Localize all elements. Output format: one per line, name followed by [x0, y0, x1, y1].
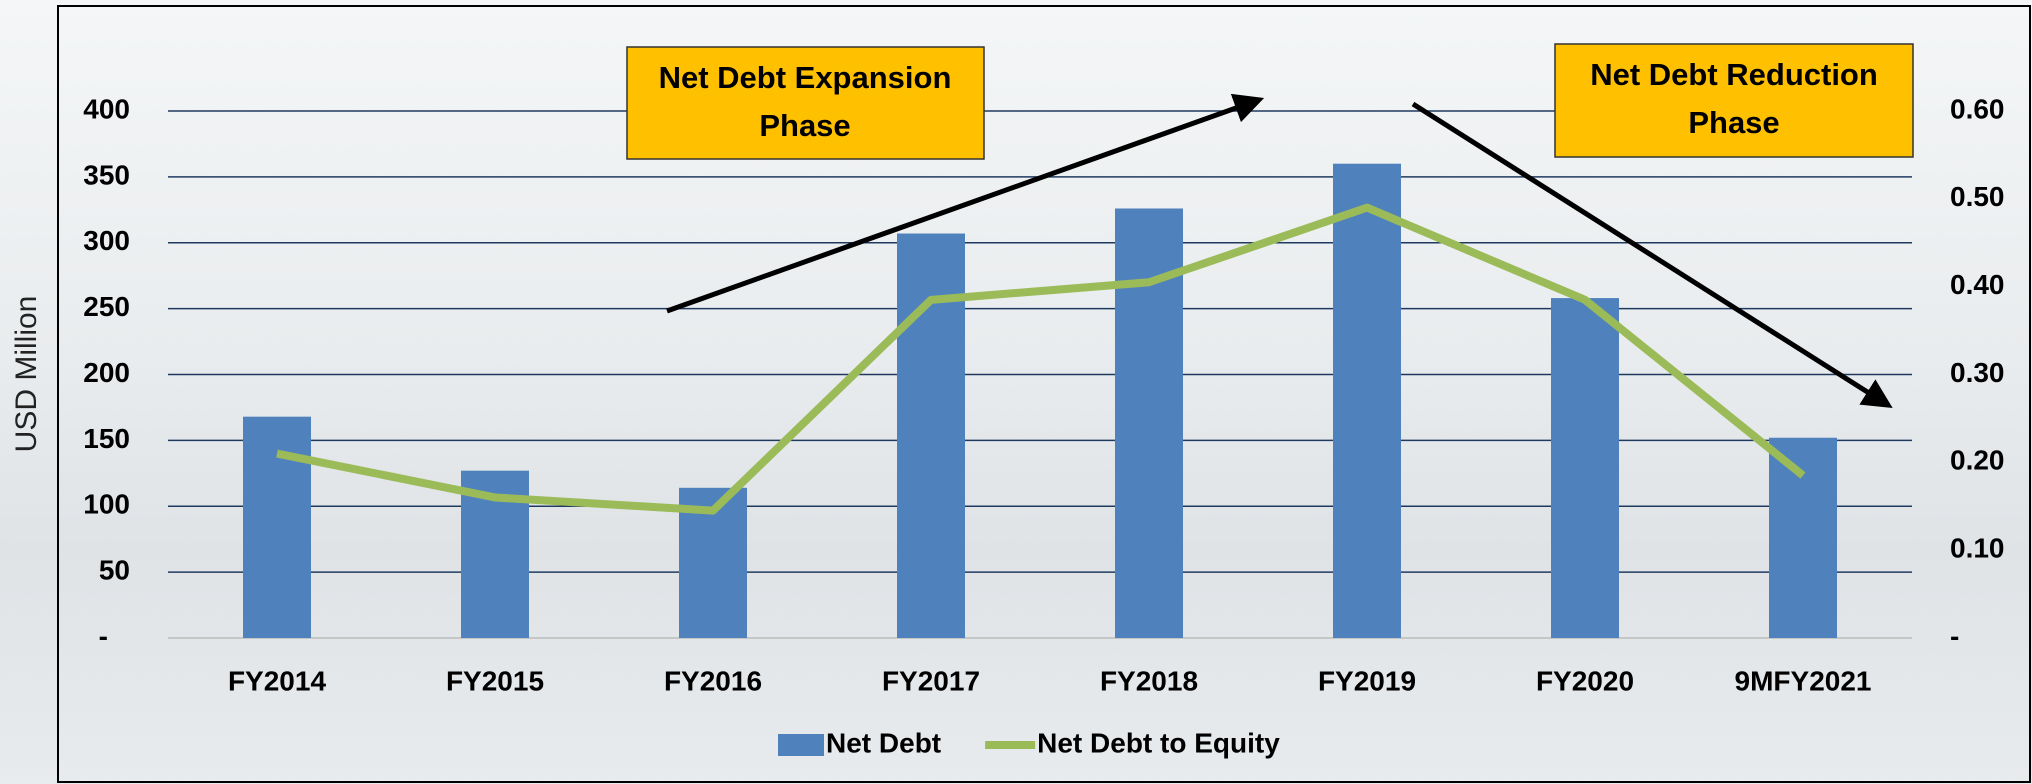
annotation-text: Net Debt Reduction [1590, 57, 1878, 92]
arrow [1411, 101, 1893, 409]
y2-tick-label: 0.20 [1950, 445, 2005, 476]
x-tick-label: FY2015 [446, 665, 544, 696]
frame [57, 5, 2031, 783]
annotation-text: Phase [1688, 105, 1779, 140]
y-tick-label: - [99, 620, 108, 651]
legend-label: Net Debt to Equity [1037, 727, 1280, 758]
annotations: Net Debt Expansion Phase Net Debt Reduct… [626, 43, 1914, 409]
x-tick-label: FY2018 [1100, 665, 1198, 696]
x-tick-label: 9MFY2021 [1735, 665, 1872, 696]
x-tick-label: FY2016 [664, 665, 762, 696]
x-tick-label: FY2020 [1536, 665, 1634, 696]
annotation-box [626, 46, 985, 160]
y2-tick-label: 0.40 [1950, 269, 2005, 300]
annotation-box [1554, 43, 1914, 158]
legend-label: Net Debt [826, 727, 941, 758]
y-tick-label: 400 [83, 93, 130, 124]
y-tick-label: 100 [83, 489, 130, 520]
y-tick-label: 300 [83, 225, 130, 256]
bar [243, 416, 311, 638]
x-tick-label: FY2014 [228, 665, 326, 696]
bar [1551, 298, 1619, 638]
y-tick-label: 150 [83, 423, 130, 454]
legend-swatch [778, 734, 824, 756]
annotation-text: Phase [759, 108, 850, 143]
y-tick-label: 50 [99, 555, 130, 586]
y2-tick-label: 0.10 [1950, 533, 2005, 564]
y2-tick-label: 0.60 [1950, 93, 2005, 124]
y2-tick-label: 0.30 [1950, 357, 2005, 388]
y-tick-label: 250 [83, 291, 130, 322]
annotation-text: Net Debt Expansion [659, 60, 952, 95]
arrow [666, 93, 1265, 314]
y-tick-label: 200 [83, 357, 130, 388]
bar [1333, 163, 1401, 638]
line [276, 203, 1806, 515]
x-tick-label: FY2017 [882, 665, 980, 696]
y2-tick-label: - [1950, 620, 1959, 651]
bar [1769, 437, 1837, 638]
y-tick-label: 350 [83, 159, 130, 190]
y2-tick-label: 0.50 [1950, 181, 2005, 212]
y-axis-title: USD Million [10, 296, 43, 453]
x-tick-label: FY2019 [1318, 665, 1416, 696]
